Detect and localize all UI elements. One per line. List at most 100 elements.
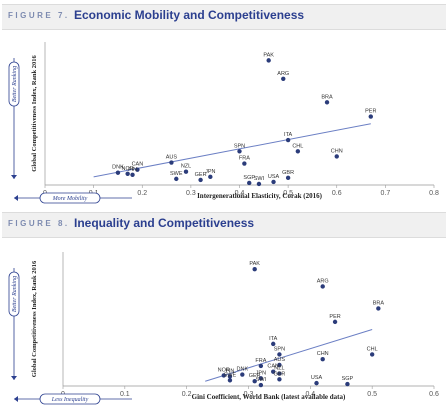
fig7-point-nor <box>125 171 130 176</box>
fig7-point-label-fra: FRA <box>239 156 250 162</box>
figure-7-label: FIGURE 7. <box>8 11 70 20</box>
fig8-point-nzl <box>277 371 282 376</box>
fig8-better-ranking-pill <box>8 271 20 317</box>
fig8-point-label-chn: CHN <box>317 351 329 357</box>
figure-7-title: Economic Mobility and Competitiveness <box>74 8 305 22</box>
fig7-point-spn <box>237 149 242 154</box>
fig7-x-direction-pill <box>39 192 101 204</box>
fig8-point-label-swe: SWE <box>224 372 237 378</box>
fig8-y-axis-title: Global Competitiveness Index, Rank 2016 <box>31 260 38 377</box>
fig8-point-spn <box>277 352 282 357</box>
fig8-point-swi <box>258 382 264 388</box>
fig7-point-label-bra: BRA <box>321 94 333 100</box>
fig8-point-chn <box>320 357 325 362</box>
fig8-point-fra <box>258 363 264 369</box>
fig7-point-usa <box>271 179 276 185</box>
fig8-point-nor <box>221 373 226 378</box>
fig8-point-label-chl: CHL <box>367 346 378 352</box>
fig8-point-aus <box>277 362 282 368</box>
figure-7-header: FIGURE 7. Economic Mobility and Competit… <box>2 4 446 30</box>
fig7-point-label-arg: ARG <box>277 71 289 77</box>
fig7-point-pak <box>266 58 271 63</box>
fig8-point-can <box>271 369 276 374</box>
fig7-x-tick-label: 0.7 <box>381 190 391 197</box>
fig8-x-tick-label: 0.6 <box>429 391 439 398</box>
fig8-point-label-dnk: DNK <box>237 367 249 373</box>
figure-8-header: FIGURE 8. Inequality and Competitiveness <box>2 212 446 238</box>
fig8-point-label-ger: GER <box>249 373 261 379</box>
fig8-point-per <box>332 319 338 325</box>
figure-7-panel: FIGURE 7. Economic Mobility and Competit… <box>2 0 446 205</box>
fig7-point-arg <box>281 76 286 81</box>
fig7-point-swe <box>174 176 179 182</box>
fig8-point-bra <box>376 306 381 311</box>
fig8-point-chl <box>369 352 375 357</box>
fig8-point-label-ita: ITA <box>269 336 277 342</box>
fig8-point-gbr <box>277 377 282 382</box>
fig7-point-ger <box>198 177 203 183</box>
fig8-point-label-nzl: NZL <box>274 366 284 372</box>
fig7-better-ranking-pill <box>8 61 20 107</box>
fig7-point-label-swi: SWI <box>254 176 265 182</box>
fig7-point-label-can: CAN <box>132 162 144 168</box>
fig7-point-label-usa: USA <box>268 174 280 180</box>
fig7-point-label-spn: SPN <box>234 143 245 149</box>
fig8-point-label-spn: SPN <box>274 346 285 352</box>
fig7-point-label-gbr: GBR <box>282 170 294 176</box>
figure-8-title: Inequality and Competitiveness <box>74 216 255 230</box>
fig7-x-tick-label: 0.3 <box>186 190 196 197</box>
fig8-point-label-jpn: JPN <box>256 370 266 376</box>
fig7-point-label-nzl: NZL <box>181 164 191 170</box>
fig7-trendline <box>93 123 371 178</box>
fig8-point-label-usa: USA <box>311 375 323 381</box>
fig7-x-direction-arrowhead <box>14 195 18 201</box>
figure-8-panel: FIGURE 8. Inequality and Competitiveness… <box>2 208 446 420</box>
fig7-point-label-chl: CHL <box>292 143 303 149</box>
fig8-point-label-per: PER <box>329 314 340 320</box>
fig7-point-bra <box>324 100 330 105</box>
fig8-x-tick-label: 0.4 <box>305 391 315 398</box>
fig7-point-chn <box>334 154 339 159</box>
fig7-x-tick-label: 0.4 <box>235 190 245 197</box>
fig7-point-label-fin: FIN <box>128 167 137 173</box>
fig7-x-tick-label: 0.5 <box>283 190 293 197</box>
fig8-x-tick-label: 0.1 <box>120 391 130 398</box>
fig7-x-direction-label: More Mobility <box>52 196 88 202</box>
fig8-point-arg <box>320 284 325 289</box>
fig8-point-label-bra: BRA <box>373 300 385 306</box>
fig8-point-label-sgp: SGP <box>342 376 354 382</box>
fig7-point-gbr <box>285 175 291 181</box>
fig8-better-ranking-arrowhead <box>11 376 17 380</box>
fig7-point-fra <box>242 161 247 166</box>
fig7-point-chl <box>295 149 301 154</box>
fig8-point-ger <box>252 379 257 384</box>
fig8-x-axis-title: Gini Coefficient, World Bank (latest ava… <box>192 393 346 401</box>
fig8-point-swe <box>227 378 233 383</box>
fig7-point-nzl <box>183 169 189 174</box>
fig7-point-label-chn: CHN <box>331 148 343 154</box>
fig7-point-label-aus: AUS <box>166 155 178 161</box>
fig7-point-label-swe: SWE <box>170 171 183 177</box>
fig7-x-tick-label: 0.8 <box>429 190 439 197</box>
fig8-point-label-swi: SWI <box>256 377 267 383</box>
fig8-point-pak <box>252 267 257 272</box>
fig8-point-label-fra: FRA <box>255 358 266 364</box>
fig8-point-ita <box>271 341 276 347</box>
fig7-point-dnk <box>115 170 121 175</box>
fig8-point-dnk <box>240 372 245 377</box>
fig8-x-direction-arrowhead <box>14 396 18 402</box>
fig8-point-label-nor: NOR <box>218 367 230 373</box>
fig8-point-label-gbr: GBR <box>273 371 285 377</box>
fig7-point-label-jpn: JPN <box>205 169 215 175</box>
fig8-better-ranking-label: Better Ranking <box>12 276 18 312</box>
fig7-point-ita <box>285 137 291 143</box>
fig7-point-label-pak: PAK <box>263 52 274 58</box>
fig8-point-label-arg: ARG <box>317 278 329 284</box>
fig8-point-jpn <box>258 376 264 381</box>
fig8-point-usa <box>314 380 319 386</box>
fig7-x-tick-label: 0.2 <box>137 190 147 197</box>
fig7-point-fin <box>130 172 135 177</box>
fig7-point-label-ita: ITA <box>284 132 292 138</box>
fig7-point-jpn <box>208 174 213 180</box>
